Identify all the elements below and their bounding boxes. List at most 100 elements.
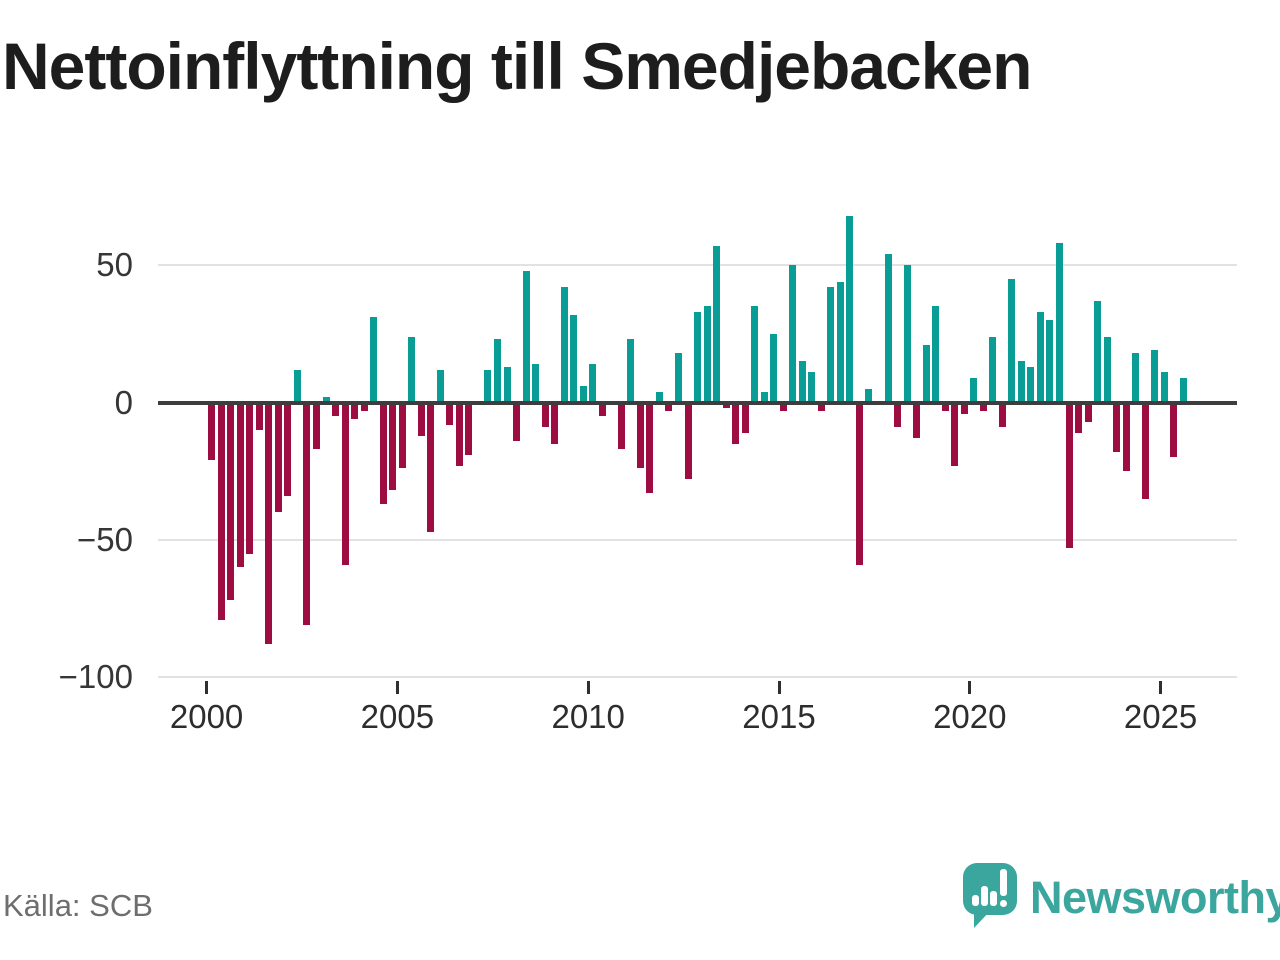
bar <box>665 402 673 411</box>
bar <box>598 402 606 417</box>
bar <box>541 402 549 428</box>
bar <box>503 366 511 403</box>
x-tick-label: 2020 <box>933 698 1007 735</box>
bar <box>513 402 520 441</box>
bar <box>484 369 492 403</box>
bar <box>532 364 539 403</box>
bar <box>265 402 273 645</box>
bar <box>627 339 635 403</box>
bar <box>360 402 368 411</box>
bar <box>951 402 959 466</box>
bar <box>941 402 949 411</box>
bar <box>570 314 578 403</box>
source-caption: Källa: SCB <box>3 888 153 923</box>
bar <box>694 311 701 403</box>
bar <box>846 215 854 403</box>
bar <box>894 402 901 428</box>
bar <box>465 402 473 455</box>
bar <box>1094 300 1101 403</box>
x-tick-mark <box>586 681 590 694</box>
bar <box>313 402 320 450</box>
bar <box>436 369 444 403</box>
bar <box>217 402 225 620</box>
bar <box>998 402 1006 428</box>
bar <box>1065 402 1073 549</box>
bar <box>446 402 454 425</box>
logo-bubble-tail <box>974 910 991 928</box>
bar <box>808 372 816 403</box>
bar <box>551 402 559 444</box>
bar <box>493 339 501 403</box>
bar <box>284 402 292 496</box>
bar <box>322 397 330 403</box>
logo-chart-bar-icon <box>972 895 979 906</box>
logo-exclamation-icon <box>1000 869 1007 896</box>
bar <box>1160 372 1168 403</box>
y-tick-label: 50 <box>96 246 133 284</box>
bar <box>208 402 216 461</box>
x-tick-mark <box>1159 681 1163 694</box>
y-tick-label: −50 <box>77 520 133 558</box>
bar <box>1036 311 1044 403</box>
bar <box>789 265 797 403</box>
bar <box>1017 361 1025 403</box>
bar <box>989 336 997 403</box>
bar <box>732 402 740 444</box>
gridline <box>158 538 1237 541</box>
newsworthy-logo: Newsworthy <box>960 860 1280 940</box>
bar <box>1046 320 1054 403</box>
bar <box>341 402 349 565</box>
bar <box>655 391 663 403</box>
bar <box>1027 366 1035 403</box>
bar <box>636 402 644 469</box>
x-tick-label: 2000 <box>169 698 244 735</box>
bar <box>713 245 720 403</box>
bar <box>1113 402 1121 452</box>
page-title: Nettoinflyttning till Smedjebacken <box>2 29 1032 103</box>
bar <box>255 402 263 430</box>
bar <box>1122 402 1130 472</box>
bar <box>589 364 597 403</box>
gridline <box>158 676 1237 679</box>
bar <box>855 402 863 565</box>
bar <box>674 353 682 403</box>
bar <box>760 391 768 403</box>
bar <box>827 287 835 403</box>
bar <box>293 369 301 403</box>
bar <box>798 361 806 403</box>
bar <box>865 388 873 403</box>
bar <box>703 306 711 403</box>
bar <box>398 402 406 469</box>
bar <box>227 402 235 601</box>
x-tick-mark <box>205 681 209 694</box>
bar <box>932 306 940 403</box>
bar <box>722 402 730 408</box>
bar <box>389 402 397 491</box>
x-tick-label: 2015 <box>742 698 816 735</box>
bar <box>1179 377 1187 403</box>
x-tick-label: 2005 <box>360 698 435 735</box>
brand-wordmark: Newsworthy <box>1030 872 1280 923</box>
bar <box>1141 402 1149 499</box>
bar <box>751 306 759 403</box>
bar <box>370 317 378 403</box>
x-tick-label: 2010 <box>551 698 625 735</box>
bar <box>836 281 844 403</box>
bar <box>960 402 968 414</box>
bar <box>427 402 435 532</box>
bar <box>1075 402 1082 433</box>
bar <box>408 336 416 403</box>
logo-exclamation-dot-icon <box>1000 900 1007 907</box>
bar <box>1055 243 1063 403</box>
bar <box>236 402 244 568</box>
bar <box>332 402 339 417</box>
x-tick-label: 2025 <box>1123 698 1198 735</box>
bar <box>741 402 749 433</box>
bar <box>522 270 530 403</box>
x-tick-mark <box>777 681 781 694</box>
bar <box>903 265 911 403</box>
bar <box>1103 336 1111 403</box>
bar <box>1132 353 1140 403</box>
bar <box>246 402 254 554</box>
